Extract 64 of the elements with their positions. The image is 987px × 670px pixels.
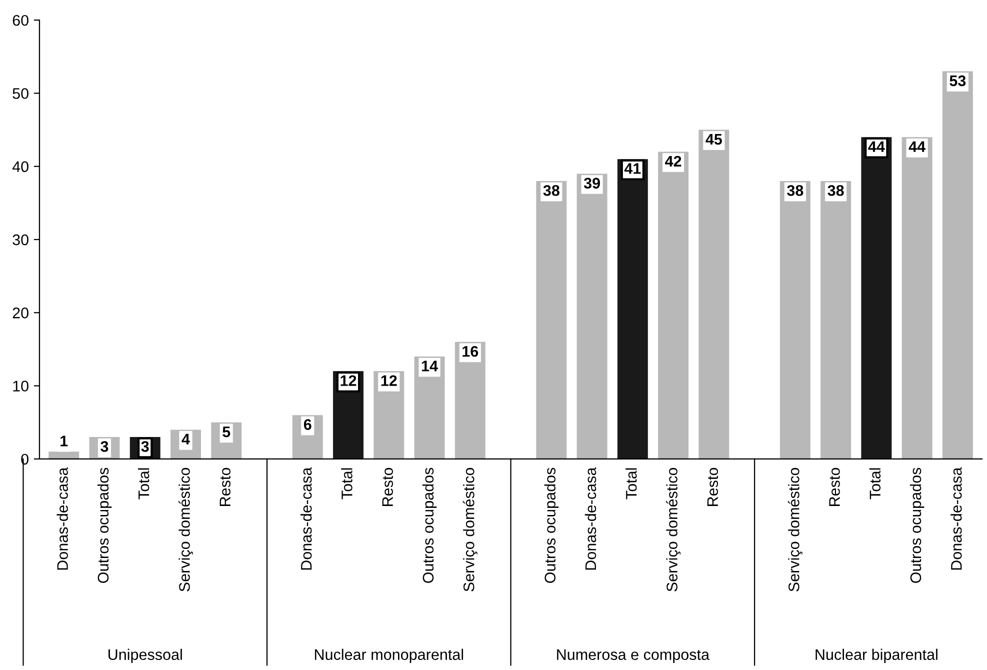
data-label: 38	[543, 185, 560, 196]
data-label: 1	[60, 436, 68, 446]
x-tick-label: Total	[626, 468, 637, 500]
data-label: 3	[100, 441, 108, 452]
data-label: 16	[462, 346, 478, 357]
y-tick-label: 30	[12, 234, 28, 246]
bar	[536, 181, 567, 459]
bar	[861, 137, 892, 459]
x-tick-label: Resto	[829, 468, 840, 506]
x-tick-label: Total	[138, 468, 150, 500]
data-label: 41	[624, 163, 641, 174]
data-label: 4	[182, 434, 190, 444]
data-label: 12	[340, 375, 356, 386]
text: Nuclear monoparental	[314, 648, 464, 664]
x-tick-label: Serviço doméstico	[666, 468, 681, 592]
data-label: 42	[665, 156, 682, 166]
x-tick-label: Donas-de-casa	[950, 467, 962, 570]
data-label: 3	[141, 441, 149, 452]
bar	[48, 452, 80, 459]
y-tick-label: 60	[12, 14, 28, 26]
bar	[658, 152, 689, 459]
data-label: 5	[222, 426, 230, 438]
y-tick-label: 20	[12, 308, 28, 318]
bar	[698, 130, 730, 459]
data-label: 12	[381, 375, 397, 386]
bar	[617, 159, 648, 459]
x-tick-label: Resto	[707, 468, 718, 506]
x-tick-label: Serviço doméstico	[462, 468, 478, 592]
bar	[576, 174, 608, 459]
x-tick-label: Donas-de-casa	[56, 467, 68, 570]
data-label: 44	[868, 141, 885, 152]
text: Numerosa e composta	[557, 649, 710, 664]
x-tick-label: Donas-de-casa	[584, 467, 596, 570]
data-label: 38	[787, 185, 804, 196]
x-tick-label: Serviço doméstico	[178, 468, 193, 592]
data-label: 14	[422, 360, 438, 372]
x-tick-label: Resto	[220, 468, 230, 506]
x-tick-label: Resto	[382, 468, 393, 506]
y-tick-label: 10	[13, 380, 28, 392]
x-tick-label: Outros ocupados	[422, 468, 437, 583]
bar	[454, 342, 486, 459]
data-label: 45	[706, 134, 722, 145]
x-tick-label: Outros ocupados	[910, 468, 924, 583]
x-tick-label: Total	[869, 468, 881, 500]
x-tick-label: Outros ocupados	[544, 468, 559, 583]
x-tick-label: Total	[341, 468, 352, 500]
y-tick-label: 50	[12, 88, 28, 99]
text: Nuclear biparental	[816, 648, 938, 664]
data-label: 38	[828, 185, 844, 196]
bar	[902, 137, 932, 459]
x-tick-label: Outros ocupados	[97, 468, 112, 583]
bar	[780, 181, 810, 459]
data-label: 53	[950, 75, 966, 86]
text: Unipessoal	[108, 648, 182, 664]
y-tick-label: 0	[21, 454, 28, 465]
x-tick-label: Serviço doméstico	[788, 468, 802, 592]
data-label: 6	[304, 419, 312, 430]
data-label: 39	[584, 178, 600, 189]
bar	[414, 356, 445, 459]
x-tick-label: Donas-de-casa	[300, 467, 312, 570]
bar	[942, 71, 973, 459]
y-tick-label: 40	[12, 161, 28, 172]
data-label: 44	[908, 141, 926, 152]
bar	[820, 181, 852, 459]
